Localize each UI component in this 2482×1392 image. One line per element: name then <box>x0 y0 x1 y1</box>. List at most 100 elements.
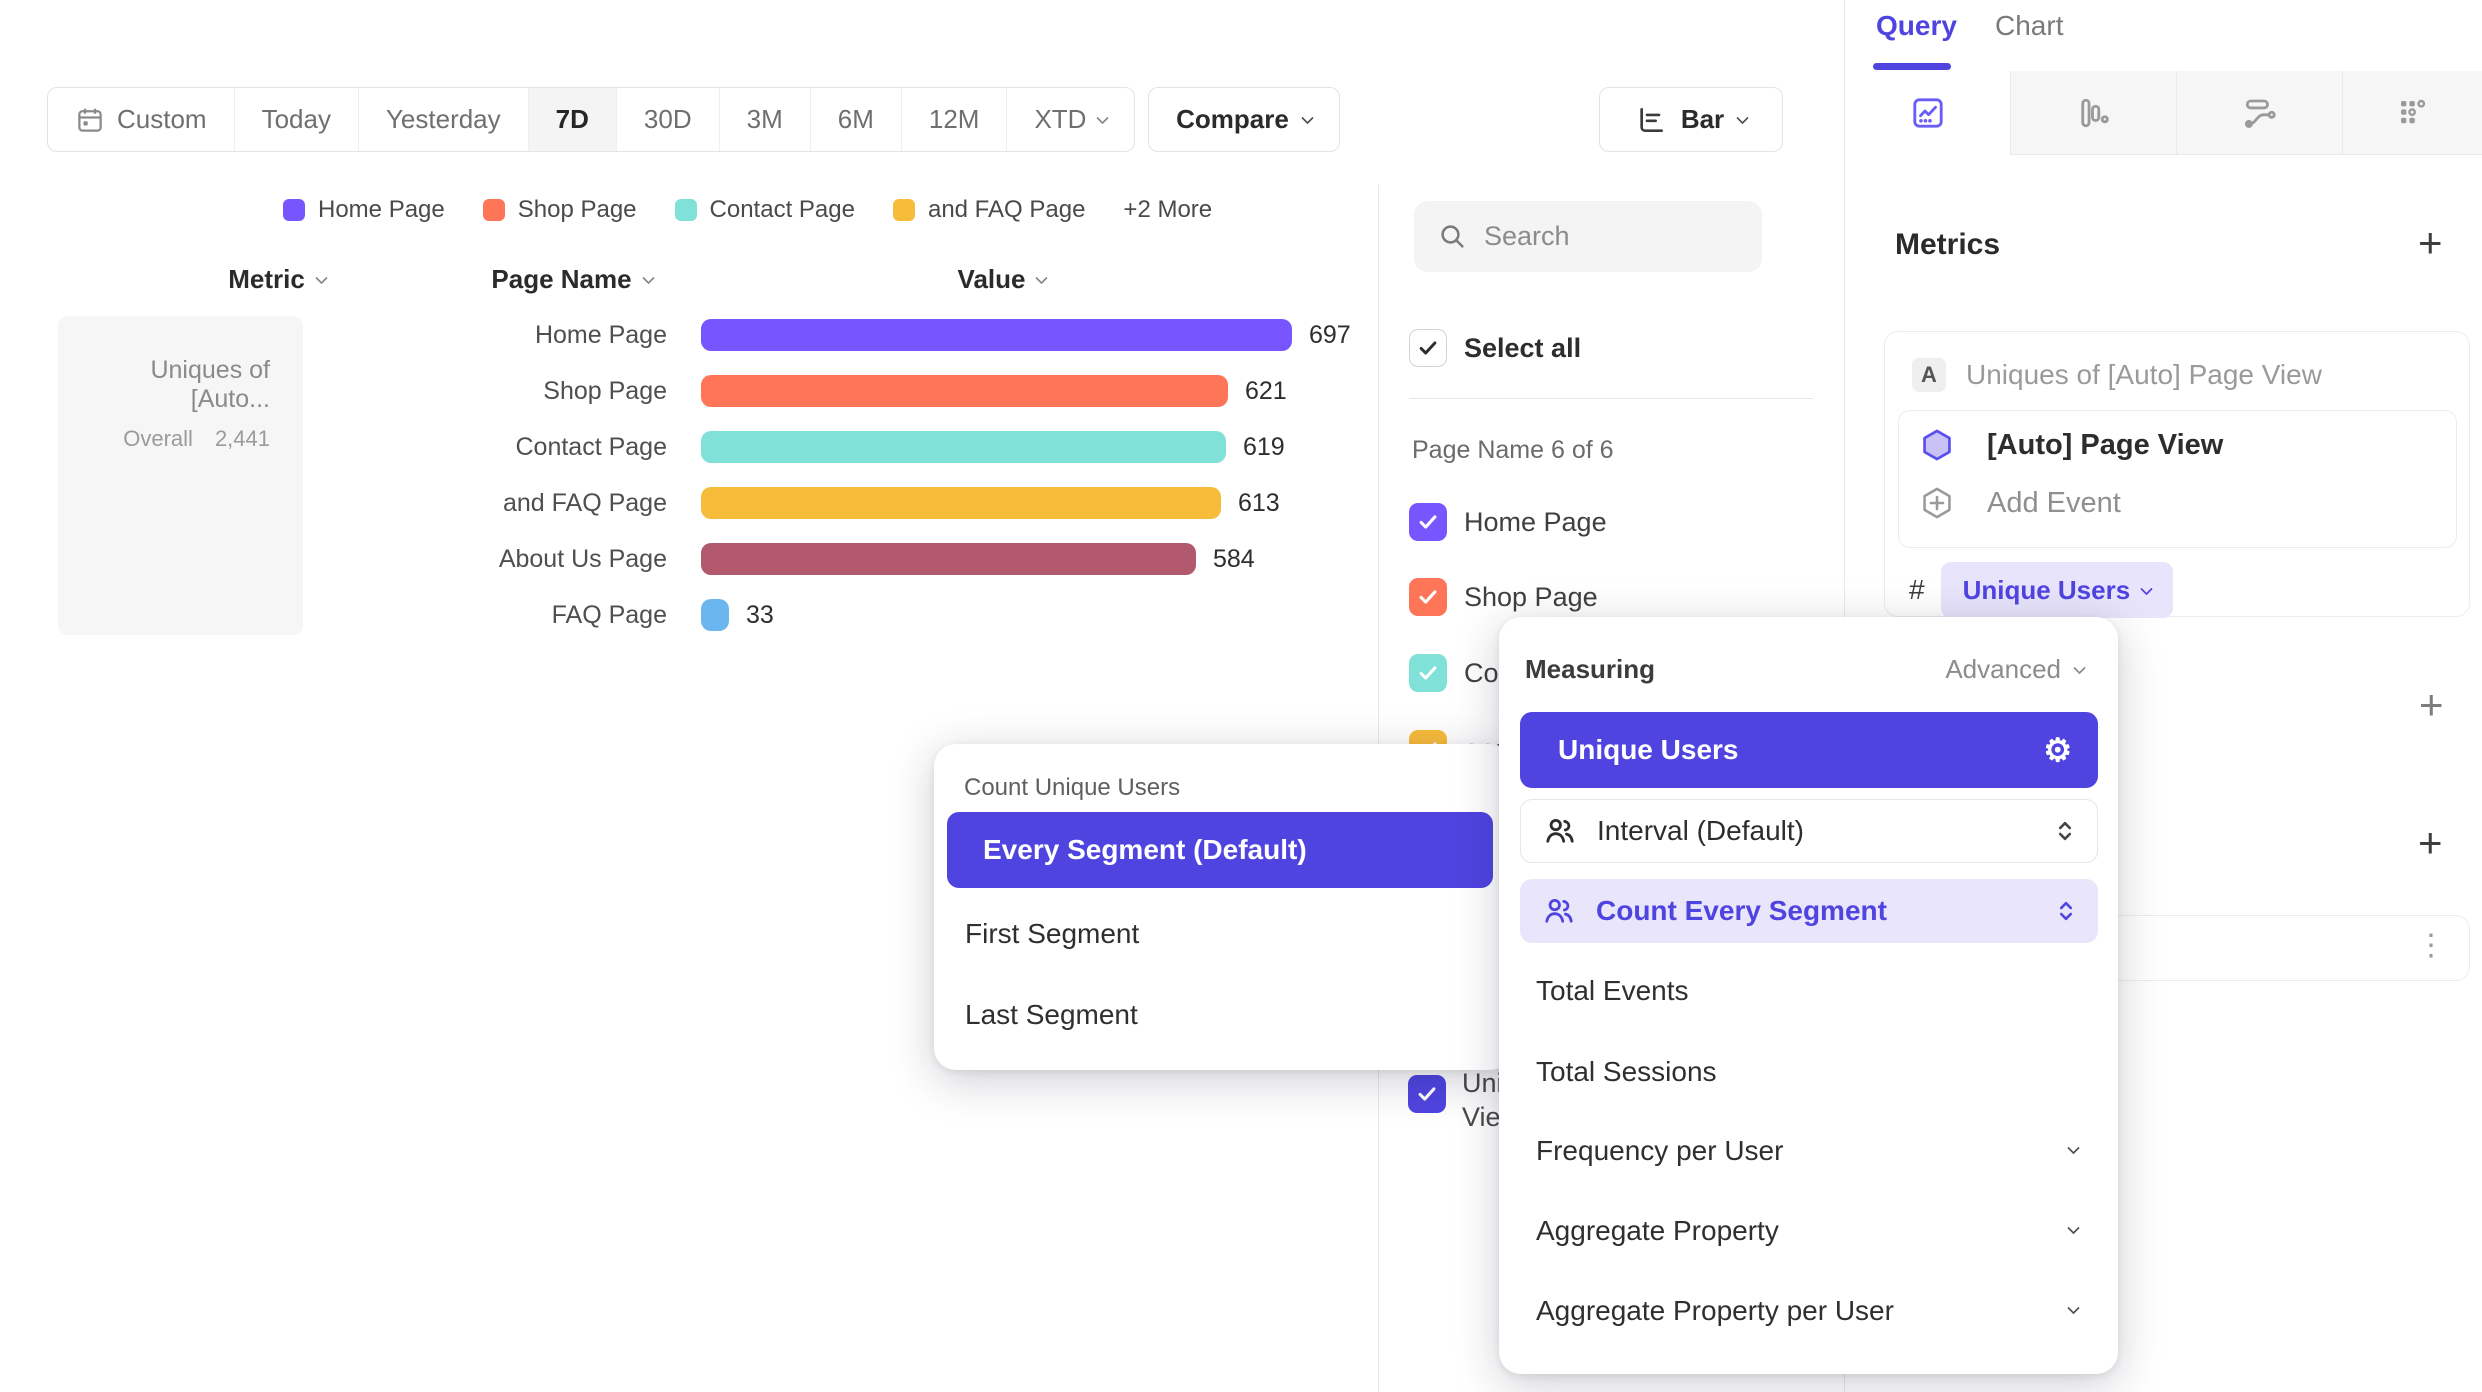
segment-option-first[interactable]: First Segment <box>965 918 1140 949</box>
metric-name-row[interactable]: A Uniques of [Auto] Page View <box>1912 358 2469 392</box>
bar-home-page[interactable] <box>701 319 1292 351</box>
checkbox-metric-uniques[interactable] <box>1408 1075 1446 1113</box>
segment-option-every-selected[interactable]: Every Segment (Default) <box>947 812 1493 888</box>
stepper-icon <box>2059 901 2073 921</box>
tab-funnels-report[interactable] <box>2010 71 2176 155</box>
range-xtd-label: XTD <box>1034 104 1087 134</box>
legend-swatch <box>892 199 915 221</box>
chevron-down-icon <box>2140 582 2154 595</box>
bar-and-faq-page[interactable] <box>701 487 1221 519</box>
event-name-label: [Auto] Page View <box>1987 428 2224 461</box>
bar-faq-page[interactable] <box>701 599 729 631</box>
measuring-option-frequency-per-user[interactable]: Frequency per User <box>1536 1135 1784 1166</box>
chart-type-dropdown[interactable]: Bar <box>1599 87 1783 152</box>
range-7d-label: 7D <box>555 104 589 134</box>
legend-item[interactable]: Home Page <box>283 196 445 224</box>
range-xtd-button[interactable]: XTD <box>1006 88 1134 151</box>
chevron-down-icon <box>1300 111 1314 125</box>
add-event-hexagon-icon <box>1923 487 1951 519</box>
bar-value-label: 584 <box>1213 544 1255 573</box>
table-row[interactable]: and FAQ Page 613 <box>0 486 1378 520</box>
table-row[interactable]: Shop Page 621 <box>0 374 1378 408</box>
range-today-button[interactable]: Today <box>233 88 358 151</box>
filter-item-label[interactable]: Shop Page <box>1464 582 1598 612</box>
tab-flows-report[interactable] <box>2176 71 2342 155</box>
tab-chart[interactable]: Chart <box>1995 10 2064 41</box>
range-3m-button[interactable]: 3M <box>718 88 810 151</box>
tab-insights-report[interactable] <box>1845 71 2010 155</box>
range-30d-button[interactable]: 30D <box>615 88 719 151</box>
legend-item[interactable]: Contact Page <box>674 196 855 224</box>
gear-icon[interactable]: ⚙ <box>2043 732 2072 768</box>
bar-contact-page[interactable] <box>701 431 1226 463</box>
select-all-label: Select all <box>1464 333 1582 363</box>
bar-shop-page[interactable] <box>701 375 1228 407</box>
breakdown-card[interactable]: ⋮ <box>2095 915 2470 981</box>
filter-item-label[interactable]: Home Page <box>1464 507 1607 537</box>
metric-letter-badge: A <box>1912 358 1946 392</box>
row-category-label: About Us Page <box>498 544 667 573</box>
advanced-dropdown[interactable]: Advanced <box>1945 654 2086 685</box>
bar-about-us-page[interactable] <box>701 543 1196 575</box>
measuring-menu-popup: Measuring Advanced Unique Users ⚙ Interv… <box>1499 617 2118 1374</box>
measurement-dropdown[interactable]: Unique Users <box>1940 562 2174 618</box>
column-header-metric[interactable]: Metric <box>177 264 377 295</box>
tab-retention-report[interactable] <box>2342 71 2482 155</box>
insights-icon <box>1912 98 1943 128</box>
table-row[interactable]: About Us Page 584 <box>0 542 1378 576</box>
count-every-segment-selector[interactable]: Count Every Segment <box>1520 879 2098 943</box>
row-category-label: FAQ Page <box>551 600 667 629</box>
bar-value-label: 621 <box>1245 376 1287 405</box>
users-icon <box>1546 818 1574 843</box>
measurement-label: Unique Users <box>1962 574 2131 605</box>
event-card: [Auto] Page View Add Event <box>1898 410 2457 548</box>
checkbox-home-page[interactable] <box>1409 503 1447 541</box>
range-6m-button[interactable]: 6M <box>809 88 901 151</box>
search-input[interactable]: Search <box>1414 201 1762 272</box>
add-event-row[interactable]: Add Event <box>1919 485 2456 521</box>
legend-item[interactable]: and FAQ Page <box>892 196 1085 224</box>
range-12m-button[interactable]: 12M <box>900 88 1007 151</box>
legend-swatch <box>674 199 697 221</box>
range-custom-button[interactable]: Custom <box>48 88 234 151</box>
column-header-value[interactable]: Value <box>902 264 1102 295</box>
select-all-checkbox[interactable] <box>1409 329 1447 367</box>
page-name-header-label: Page Name <box>491 264 632 294</box>
measuring-option-total-sessions[interactable]: Total Sessions <box>1536 1056 1717 1087</box>
event-row[interactable]: [Auto] Page View <box>1919 427 2456 463</box>
column-header-page-name[interactable]: Page Name <box>462 264 682 295</box>
measuring-option-unique-users-selected[interactable]: Unique Users ⚙ <box>1520 712 2098 788</box>
checkbox-contact-page[interactable] <box>1409 654 1447 692</box>
row-category-label: and FAQ Page <box>502 488 667 517</box>
interval-selector[interactable]: Interval (Default) <box>1520 799 2098 863</box>
add-metric-button[interactable]: + <box>2418 219 2443 266</box>
chevron-down-icon <box>2067 1301 2080 1315</box>
measuring-option-total-events[interactable]: Total Events <box>1536 975 1689 1006</box>
table-row[interactable]: Home Page 697 <box>0 318 1378 352</box>
measuring-option-aggregate-property-per-user[interactable]: Aggregate Property per User <box>1536 1295 1894 1326</box>
legend-more[interactable]: +2 More <box>1123 196 1212 224</box>
range-7d-button[interactable]: 7D <box>527 88 616 151</box>
metric-summary-cell[interactable]: Uniques of [Auto... Overall 2,441 <box>58 316 303 635</box>
stepper-icon <box>2058 821 2072 841</box>
overflow-menu-icon[interactable]: ⋮ <box>2416 929 2447 962</box>
table-row[interactable]: FAQ Page 33 <box>0 598 1378 632</box>
compare-button[interactable]: Compare <box>1148 87 1340 152</box>
tab-query[interactable]: Query <box>1876 10 1957 41</box>
metrics-section-title: Metrics <box>1895 228 2001 261</box>
segment-option-last[interactable]: Last Segment <box>965 999 1138 1030</box>
legend-swatch <box>482 199 505 221</box>
range-yesterday-button[interactable]: Yesterday <box>357 88 528 151</box>
sort-chevron-icon <box>641 271 655 285</box>
add-breakdown-button[interactable]: + <box>2418 819 2443 866</box>
add-filter-button[interactable]: + <box>2419 681 2444 728</box>
retention-icon <box>2400 99 2425 123</box>
legend-label: Shop Page <box>517 196 637 223</box>
measuring-option-aggregate-property[interactable]: Aggregate Property <box>1536 1215 1779 1246</box>
metric-name-truncated: Uniques of [Auto... <box>150 356 270 413</box>
legend-item[interactable]: Shop Page <box>482 196 637 224</box>
table-row[interactable]: Contact Page 619 <box>0 430 1378 464</box>
advanced-label: Advanced <box>1945 654 2061 684</box>
checkbox-shop-page[interactable] <box>1409 578 1447 616</box>
